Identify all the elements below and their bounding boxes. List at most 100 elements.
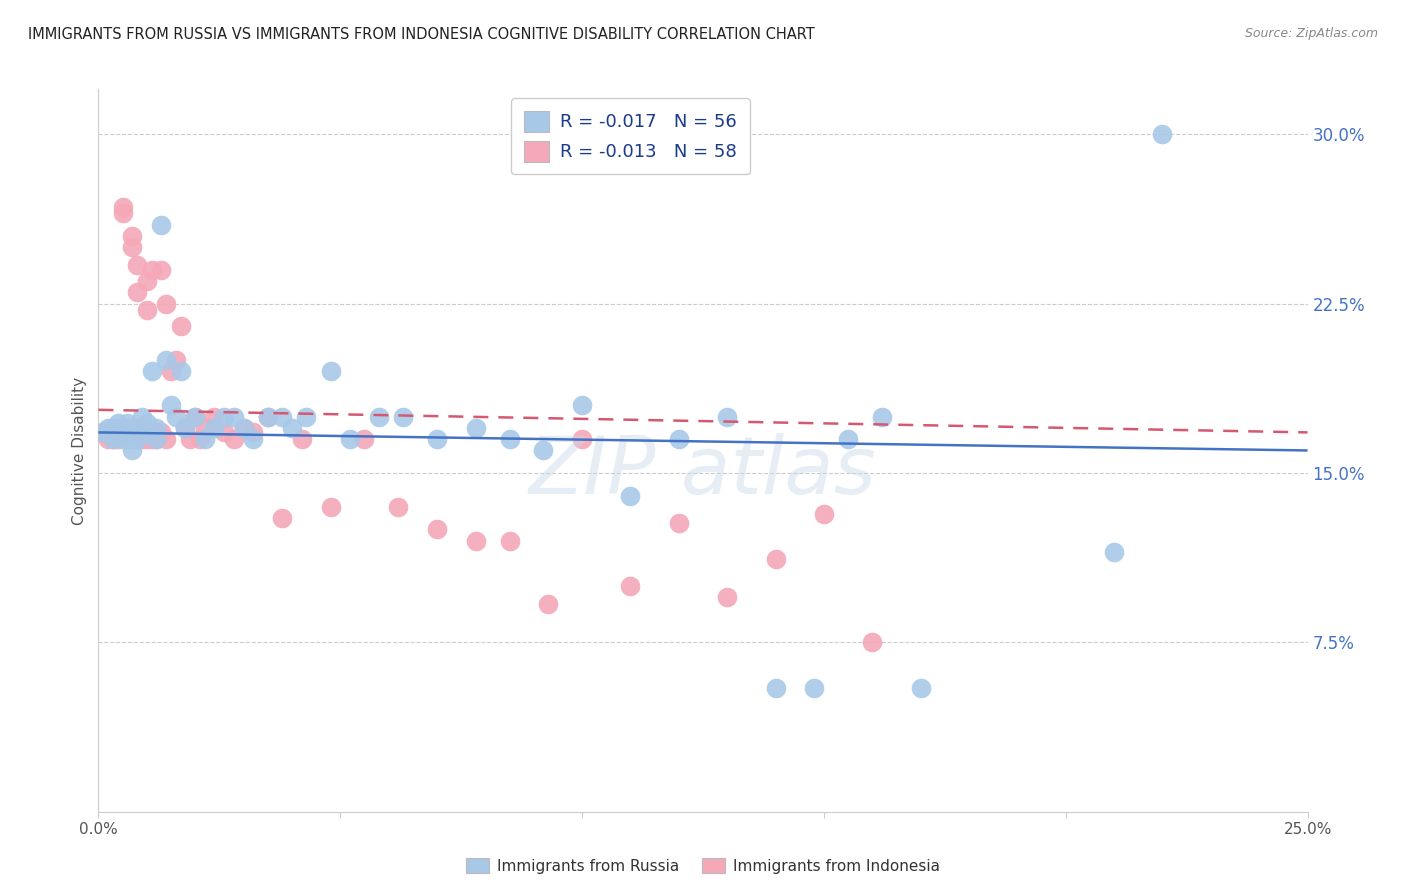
Point: [188, 432, 211, 446]
Point: [107, 417, 129, 431]
Point: [141, 364, 163, 378]
Point: [353, 432, 375, 446]
Legend: R = -0.017   N = 56, R = -0.013   N = 58: R = -0.017 N = 56, R = -0.013 N = 58: [512, 98, 749, 174]
Point: [169, 364, 191, 378]
Point: [121, 443, 143, 458]
Point: [101, 432, 124, 446]
Point: [127, 285, 149, 300]
Point: [97, 432, 120, 446]
Point: [837, 432, 859, 446]
Point: [145, 432, 167, 446]
Point: [619, 579, 641, 593]
Point: [571, 398, 593, 412]
Point: [531, 443, 554, 458]
Point: [101, 432, 124, 446]
Legend: Immigrants from Russia, Immigrants from Indonesia: Immigrants from Russia, Immigrants from …: [460, 852, 946, 880]
Point: [212, 425, 235, 440]
Point: [242, 432, 264, 446]
Point: [121, 229, 143, 244]
Point: [141, 262, 163, 277]
Point: [165, 409, 187, 424]
Point: [111, 432, 134, 446]
Point: [668, 516, 690, 530]
Point: [131, 421, 153, 435]
Point: [232, 421, 254, 435]
Point: [184, 409, 207, 424]
Point: [464, 533, 486, 548]
Point: [145, 421, 167, 435]
Point: [319, 500, 342, 514]
Point: [117, 421, 139, 435]
Point: [295, 409, 318, 424]
Point: [222, 432, 245, 446]
Point: [204, 409, 226, 424]
Point: [165, 353, 187, 368]
Point: [150, 425, 173, 440]
Point: [127, 432, 149, 446]
Point: [1102, 545, 1125, 559]
Point: [222, 409, 245, 424]
Point: [111, 421, 134, 435]
Point: [204, 421, 226, 435]
Point: [131, 432, 153, 446]
Point: [870, 409, 893, 424]
Point: [117, 417, 139, 431]
Point: [281, 421, 304, 435]
Point: [135, 417, 157, 431]
Point: [392, 409, 415, 424]
Point: [910, 681, 932, 695]
Point: [232, 421, 254, 435]
Text: IMMIGRANTS FROM RUSSIA VS IMMIGRANTS FROM INDONESIA COGNITIVE DISABILITY CORRELA: IMMIGRANTS FROM RUSSIA VS IMMIGRANTS FRO…: [28, 27, 815, 42]
Point: [242, 425, 264, 440]
Point: [619, 489, 641, 503]
Point: [169, 319, 191, 334]
Point: [426, 523, 449, 537]
Point: [121, 425, 143, 440]
Point: [184, 409, 207, 424]
Point: [668, 432, 690, 446]
Point: [860, 635, 883, 649]
Point: [387, 500, 409, 514]
Point: [803, 681, 825, 695]
Point: [107, 432, 129, 446]
Y-axis label: Cognitive Disability: Cognitive Disability: [72, 376, 87, 524]
Point: [145, 425, 167, 440]
Point: [426, 432, 449, 446]
Point: [271, 409, 294, 424]
Point: [194, 432, 217, 446]
Point: [150, 218, 173, 232]
Point: [107, 425, 129, 440]
Point: [117, 425, 139, 440]
Point: [135, 432, 157, 446]
Point: [271, 511, 294, 525]
Point: [256, 409, 278, 424]
Point: [368, 409, 391, 424]
Point: [135, 303, 157, 318]
Point: [716, 591, 738, 605]
Point: [174, 421, 197, 435]
Point: [131, 425, 153, 440]
Point: [179, 432, 201, 446]
Point: [127, 421, 149, 435]
Point: [537, 597, 560, 611]
Point: [716, 409, 738, 424]
Point: [111, 206, 134, 220]
Point: [91, 425, 114, 440]
Point: [150, 262, 173, 277]
Point: [1152, 128, 1174, 142]
Point: [498, 533, 520, 548]
Point: [131, 409, 153, 424]
Point: [174, 421, 197, 435]
Point: [256, 409, 278, 424]
Point: [101, 421, 124, 435]
Point: [135, 274, 157, 288]
Point: [160, 398, 183, 412]
Point: [464, 421, 486, 435]
Point: [107, 421, 129, 435]
Point: [319, 364, 342, 378]
Point: [111, 200, 134, 214]
Point: [155, 353, 177, 368]
Point: [145, 432, 167, 446]
Point: [290, 432, 312, 446]
Point: [121, 432, 143, 446]
